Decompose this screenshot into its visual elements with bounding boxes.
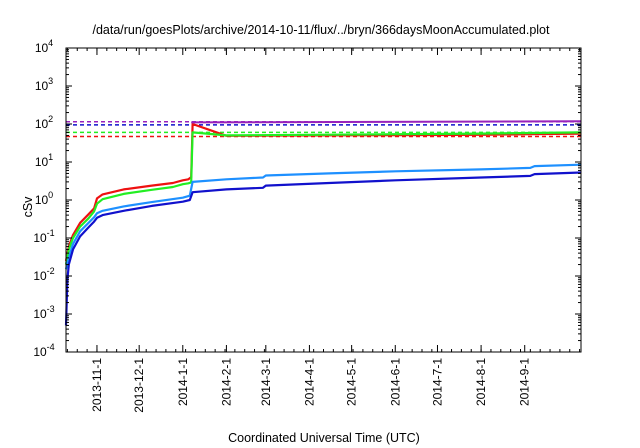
- y-tick-label: 10-3: [33, 304, 54, 321]
- y-axis-label: cSv: [21, 196, 35, 218]
- y-tick-label: 104: [35, 38, 53, 55]
- x-tick-label: 2014-6-1: [388, 358, 402, 406]
- x-tick-label: 2014-4-1: [302, 358, 316, 406]
- x-axis-label: Coordinated Universal Time (UTC): [228, 431, 420, 445]
- y-tick-exponent: -2: [47, 266, 55, 276]
- y-tick-label: 10-4: [33, 342, 54, 359]
- y-tick-exponent: -1: [47, 228, 55, 238]
- x-tick-label: 2014-2-1: [219, 358, 233, 406]
- x-tick-label: 2014-9-1: [518, 358, 532, 406]
- y-tick-exponent: 3: [48, 76, 53, 86]
- y-tick-exponent: 1: [48, 152, 53, 162]
- series-line: [64, 131, 582, 265]
- y-tick-label: 103: [35, 76, 53, 93]
- y-tick-label: 10-1: [33, 228, 54, 245]
- overlay-line: [191, 120, 582, 124]
- y-tick-label: 100: [35, 190, 53, 207]
- y-tick-label: 10-2: [33, 266, 54, 283]
- series-line: [64, 163, 582, 270]
- y-tick-exponent: 4: [48, 38, 53, 48]
- axes: 10-410-310-210-11001011021031042013-11-1…: [33, 38, 581, 413]
- y-tick-exponent: -3: [47, 304, 55, 314]
- x-tick-label: 2014-8-1: [474, 358, 488, 406]
- series-line: [64, 122, 582, 262]
- x-tick-label: 2013-12-1: [132, 358, 146, 413]
- y-tick-exponent: 0: [48, 190, 53, 200]
- chart-title: /data/run/goesPlots/archive/2014-10-11/f…: [93, 23, 551, 37]
- y-tick-exponent: 2: [48, 114, 53, 124]
- y-tick-label: 102: [35, 114, 53, 131]
- x-tick-label: 2013-11-1: [90, 358, 104, 412]
- y-tick-label: 101: [35, 152, 53, 169]
- y-tick-exponent: -4: [47, 342, 55, 352]
- x-tick-label: 2014-3-1: [259, 358, 273, 406]
- x-tick-label: 2014-1-1: [176, 358, 190, 406]
- plot-frame: [65, 47, 582, 353]
- x-tick-label: 2014-5-1: [345, 358, 359, 406]
- plot-area: [64, 120, 582, 326]
- x-tick-label: 2014-7-1: [430, 358, 444, 406]
- series-line: [64, 171, 582, 326]
